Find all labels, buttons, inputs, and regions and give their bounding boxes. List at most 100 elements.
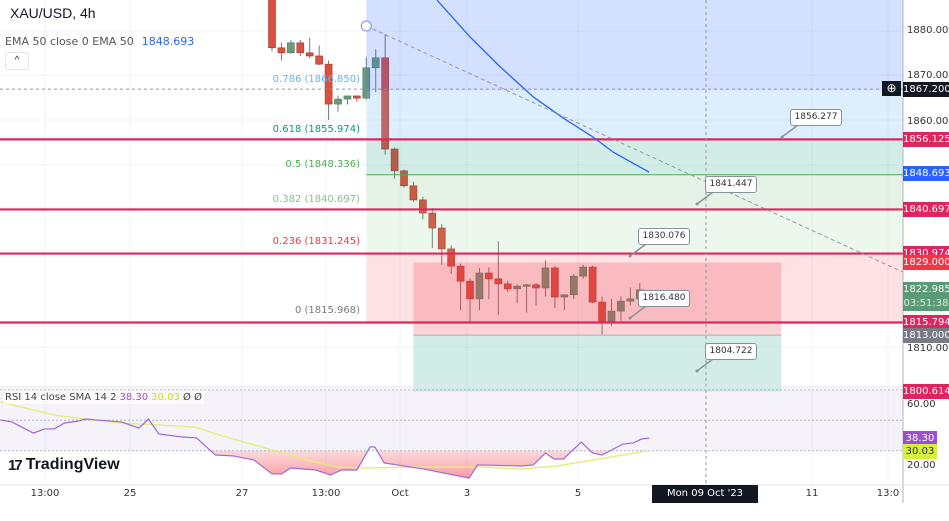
callout-pointer	[629, 243, 647, 257]
tradingview-logo[interactable]: 17 TradingView	[8, 456, 120, 474]
candle-down	[437, 227, 446, 250]
tradingview-logo-icon: 17	[8, 456, 23, 474]
rsi-value-tag: 38.30	[903, 431, 937, 447]
candle-down	[503, 283, 512, 290]
price-axis-tick: 1870.000	[907, 70, 949, 82]
add-alert-plus-icon[interactable]: ⊕	[882, 81, 901, 96]
candle-down	[485, 272, 493, 280]
candle-up	[617, 300, 625, 312]
price-callout[interactable]: 1830.076	[638, 228, 690, 245]
rsi-legend-label: RSI 14 close SMA 14 2	[5, 392, 117, 403]
last-price-tag: 1822.985	[903, 281, 949, 297]
candle-down	[400, 170, 408, 187]
candle-up	[343, 95, 352, 100]
fib-zone	[366, 0, 903, 91]
candle-up	[569, 275, 578, 296]
time-axis-label: 13:00	[30, 488, 60, 499]
fib-level-label: 0.236 (1831.245)	[272, 236, 360, 247]
price-axis-tick: 1810.000	[907, 342, 949, 354]
candle-down	[353, 95, 361, 99]
price-callout[interactable]: 1804.722	[705, 343, 757, 360]
price-callout[interactable]: 1856.277	[790, 109, 842, 126]
fib-zone	[366, 252, 903, 322]
candle-down	[551, 267, 559, 298]
bar-countdown-tag: 03:51:38	[903, 295, 949, 311]
price-callout[interactable]: 1841.447	[705, 176, 757, 193]
candle-down	[296, 42, 305, 54]
candle-up	[579, 266, 587, 277]
candle-down	[268, 0, 276, 49]
candle-down	[532, 284, 540, 289]
candle-up	[607, 310, 616, 322]
candle-up	[513, 285, 521, 290]
time-axis-label: 13:00	[311, 488, 341, 499]
time-axis-label: 5	[574, 488, 582, 499]
trendline	[366, 25, 904, 273]
candle-down	[494, 278, 503, 285]
ema-legend[interactable]: EMA 50 close 0 EMA 50 1848.693	[5, 35, 194, 48]
chart-canvas[interactable]	[0, 0, 949, 503]
callout-pointer	[781, 124, 799, 138]
fib-zone	[366, 174, 903, 210]
fib-zone	[366, 140, 903, 175]
rsi-legend-extra: Ø	[194, 392, 202, 403]
rsi-sma-legend-value: 30.03	[151, 392, 180, 403]
candle-up	[371, 57, 380, 69]
price-tag: 1813.000	[903, 327, 949, 343]
candle-up	[541, 267, 550, 289]
candle-up	[475, 272, 484, 300]
tradingview-logo-text: TradingView	[25, 456, 120, 473]
callout-anchor	[628, 316, 632, 320]
candle-down	[447, 248, 455, 267]
ema50-line	[436, 0, 650, 173]
rsi-sma-line	[0, 401, 649, 470]
callout-pointer	[696, 358, 714, 372]
candle-up	[560, 294, 569, 298]
callout-anchor	[628, 254, 632, 258]
time-axis-label: 13:0	[876, 488, 900, 499]
callout-pointer	[629, 305, 647, 319]
candle-down	[381, 57, 389, 150]
rsi-legend-value: 38.30	[119, 392, 149, 403]
time-axis-label: 3	[463, 488, 471, 499]
price-callout[interactable]: 1816.480	[638, 290, 690, 307]
chevron-up-icon: ^	[14, 55, 20, 66]
fib-level-label: 0 (1815.968)	[294, 305, 360, 316]
candle-up	[522, 284, 531, 287]
candle-down	[598, 301, 606, 322]
fib-level-label: 0.786 (1866.850)	[272, 74, 360, 85]
candle-up	[334, 98, 342, 105]
price-axis-tick: 1880.000	[907, 25, 949, 36]
rsi-legend[interactable]: RSI 14 close SMA 14 2 38.30 30.03 Ø Ø	[3, 391, 204, 404]
trendline-anchor-handle	[360, 20, 372, 32]
time-axis-label: 11	[805, 488, 819, 499]
rsi-line	[0, 418, 650, 479]
candle-down	[428, 212, 437, 229]
candle-up	[362, 67, 371, 99]
price-tag: 1840.697	[903, 201, 949, 217]
time-axis-label: 25	[123, 488, 137, 499]
candle-up	[626, 298, 635, 302]
fib-level-label: 0.382 (1840.697)	[272, 194, 360, 205]
candle-down	[324, 63, 333, 105]
candle-down	[588, 266, 597, 303]
rsi-sma-value-tag: 30.03	[903, 443, 937, 459]
candle-down	[409, 185, 418, 201]
rsi-axis-tick: 60.00	[907, 399, 936, 410]
price-tag: 1815.794	[903, 314, 949, 330]
price-tag: 1856.125	[903, 131, 949, 147]
candle-down	[456, 265, 465, 282]
position-stop-zone	[413, 262, 782, 336]
candle-down	[466, 280, 474, 300]
candle-down	[305, 52, 314, 57]
candle-up	[287, 42, 295, 54]
price-tag: 1800.614	[903, 383, 949, 399]
price-axis-tick: 1860.000	[907, 115, 949, 127]
symbol-title: XAU/USD, 4h	[10, 5, 96, 21]
collapse-legend-button[interactable]: ^	[5, 52, 29, 70]
fib-level-label: 0.5 (1848.336)	[285, 159, 360, 170]
callout-anchor	[695, 202, 699, 206]
rsi-axis-tick: 20.00	[907, 460, 936, 471]
price-tag: 1829.000	[903, 255, 949, 271]
candle-down	[315, 55, 323, 65]
